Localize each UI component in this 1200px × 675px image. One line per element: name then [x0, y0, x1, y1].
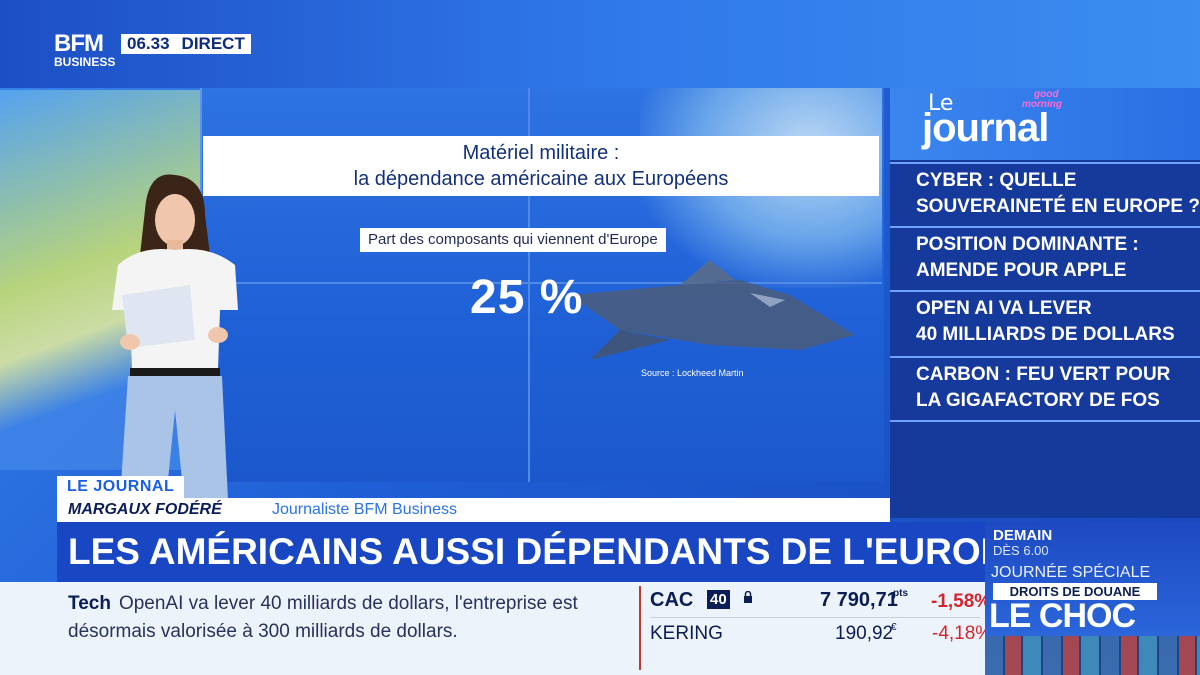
headline-bar: [57, 522, 987, 582]
wall-divider-horizontal: [200, 282, 882, 284]
clock-live-badge: 06.33 DIRECT: [121, 34, 251, 54]
ticker-text-block: Tech OpenAI va lever 40 milliards de doll…: [68, 590, 628, 646]
lock-icon: [744, 591, 752, 603]
screen-value: 25 %: [470, 271, 584, 324]
index-unit: pts: [893, 588, 908, 599]
headline-line2: 40 MILLIARDS DE DOLLARS: [916, 324, 1175, 345]
promo-special: JOURNÉE SPÉCIALE: [991, 564, 1151, 581]
promo-day: DEMAIN: [993, 527, 1053, 544]
index-name: CAC: [650, 589, 694, 611]
stock-change: -4,18%: [932, 623, 993, 644]
headline-line1: POSITION DOMINANTE :: [916, 234, 1139, 255]
stock-name: KERING: [650, 623, 723, 644]
presenter-figure: [112, 174, 238, 500]
index-badge: 40: [707, 590, 730, 609]
promo-title: LE CHOC: [989, 597, 1136, 635]
headline-line1: CYBER : QUELLE: [916, 170, 1077, 191]
journalist-name: MARGAUX FODÉRÉ: [68, 501, 222, 518]
screen-subtitle: Part des composants qui viennent d'Europ…: [360, 228, 666, 252]
promo-time: DÈS 6.00: [993, 543, 1049, 558]
screen-title: Matériel militaire : la dépendance améri…: [203, 136, 879, 196]
journalist-role: Journaliste BFM Business: [272, 501, 457, 518]
ticker-text: OpenAI va lever 40 milliards de dollars,…: [68, 593, 578, 642]
stock-unit: €: [891, 622, 897, 633]
index-value: 7 790,71: [820, 589, 898, 611]
fighter-jet-image: [570, 260, 855, 360]
brand-journal: journal: [922, 106, 1049, 150]
screen-title-line1: Matériel militaire :: [462, 142, 620, 164]
headline-item: CARBON : FEU VERT POUR LA GIGAFACTORY DE…: [890, 356, 1200, 422]
brand-good: good: [1034, 89, 1059, 100]
journal-header: [890, 88, 1200, 160]
ticker-separator: [639, 586, 641, 670]
screen-title-line2: la dépendance américaine aux Européens: [353, 168, 729, 190]
shipping-containers-image: [985, 636, 1200, 675]
show-tag: LE JOURNAL: [57, 476, 185, 498]
ticker-category: Tech: [68, 593, 111, 614]
headline-item: CYBER : QUELLE SOUVERAINETÉ EN EUROPE ?: [890, 162, 1200, 224]
wall-divider-vertical: [528, 88, 530, 482]
index-change: -1,58%: [931, 591, 992, 612]
live-label: DIRECT: [181, 34, 245, 53]
market-row-divider: [650, 617, 980, 618]
screen-source: Source : Lockheed Martin: [641, 368, 744, 378]
clock-time: 06.33: [127, 34, 170, 53]
name-bar: [57, 498, 890, 522]
channel-logo: BFM BUSINESS: [54, 30, 118, 73]
brand-le: Le: [928, 91, 954, 116]
headline-line1: OPEN AI VA LEVER: [916, 298, 1092, 319]
news-ticker: [0, 582, 985, 675]
main-headline: LES AMÉRICAINS AUSSI DÉPENDANTS DE L'EUR…: [68, 531, 1030, 572]
headline-item: POSITION DOMINANTE : AMENDE POUR APPLE: [890, 226, 1200, 288]
promo-topic: DROITS DE DOUANE: [993, 583, 1157, 600]
headline-item: OPEN AI VA LEVER 40 MILLIARDS DE DOLLARS: [890, 290, 1200, 352]
logo-business: BUSINESS: [54, 55, 116, 69]
stock-value: 190,92: [835, 623, 894, 644]
logo-bfm: BFM: [54, 30, 104, 57]
headline-line2: AMENDE POUR APPLE: [916, 260, 1127, 281]
headline-line2: SOUVERAINETÉ EN EUROPE ?: [916, 196, 1200, 217]
headline-line2: LA GIGAFACTORY DE FOS: [916, 390, 1160, 411]
brand-good-morning: good morning: [1022, 90, 1062, 110]
headline-line1: CARBON : FEU VERT POUR: [916, 364, 1171, 385]
brand-morning: morning: [1022, 99, 1062, 110]
